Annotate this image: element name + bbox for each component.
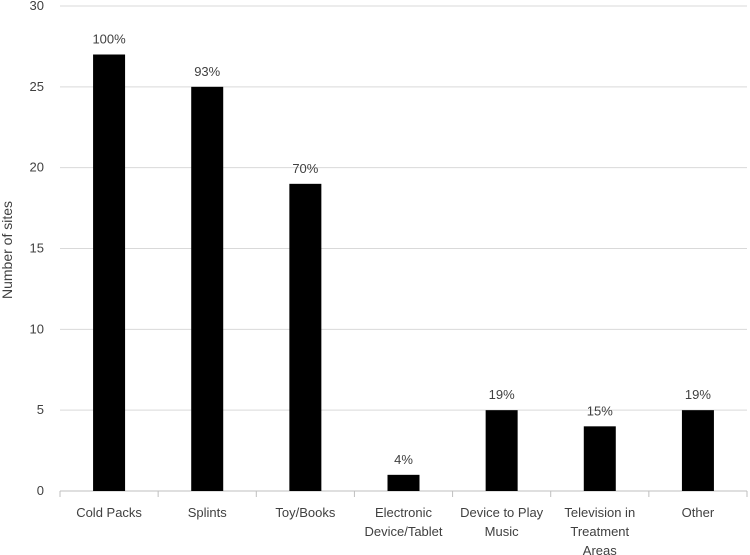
data-label: 19% xyxy=(685,387,711,402)
bar xyxy=(93,54,126,491)
y-tick-label: 0 xyxy=(37,483,44,498)
axes xyxy=(59,490,748,497)
y-tick-label: 30 xyxy=(30,0,44,13)
y-tick-label: 5 xyxy=(37,402,44,417)
bar xyxy=(387,474,420,491)
labels: 0 5 10 15 20 25 30 100% Cold Packs 93% Splints 70% T… xyxy=(30,0,715,555)
bar xyxy=(681,410,714,491)
bars xyxy=(93,54,714,492)
x-tick-label: Toy/Books xyxy=(275,505,335,520)
data-label: 15% xyxy=(587,403,613,418)
bar xyxy=(583,426,616,491)
x-tick-label: Cold Packs xyxy=(76,505,142,520)
bar xyxy=(289,183,322,492)
y-tick-label: 10 xyxy=(30,321,44,336)
y-axis-title: Number of sites xyxy=(0,201,15,299)
x-tick-label: Television in Treatment Areas xyxy=(564,505,635,555)
y-tick-label: 15 xyxy=(30,241,44,256)
y-tick-label: 25 xyxy=(30,79,44,94)
bar xyxy=(485,410,518,491)
x-tick-label: Electronic Device/Tablet xyxy=(364,505,442,539)
gridlines xyxy=(60,5,747,411)
data-label: 70% xyxy=(292,161,318,176)
x-tick-label: Splints xyxy=(188,505,228,520)
data-label: 4% xyxy=(394,452,413,467)
x-tick-label: Other xyxy=(682,505,715,520)
data-label: 19% xyxy=(489,387,515,402)
data-label: 93% xyxy=(194,64,220,79)
bar xyxy=(191,86,224,491)
y-tick-label: 20 xyxy=(30,160,44,175)
x-tick-label: Device to Play Music xyxy=(460,505,544,539)
data-label: 100% xyxy=(92,32,126,47)
